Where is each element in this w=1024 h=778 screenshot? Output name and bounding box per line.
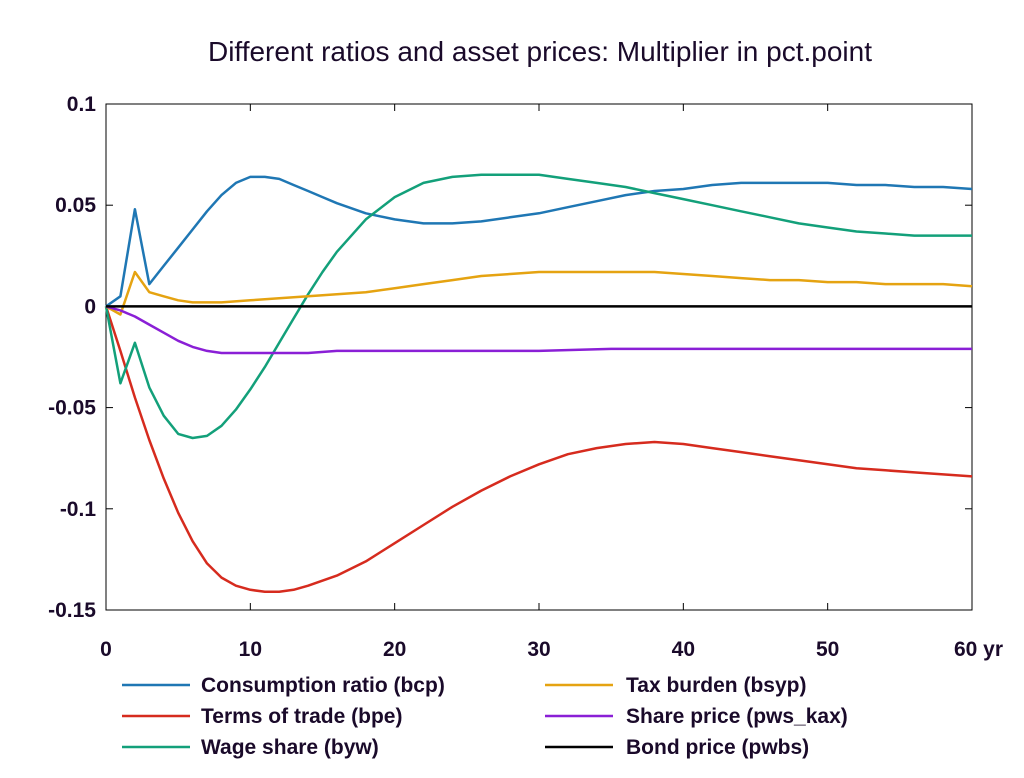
- series-line-2: [104, 173, 972, 440]
- y-tick-label: 0: [84, 295, 96, 318]
- series-line-0: [105, 175, 973, 308]
- y-tick-label: -0.15: [48, 599, 96, 622]
- legend-label: Wage share (byw): [201, 736, 379, 759]
- x-tick-label: 40: [672, 638, 695, 661]
- series-line-3: [105, 270, 973, 316]
- series-line-1: [104, 306, 973, 594]
- x-tick-label: 0: [100, 638, 112, 661]
- legend-label: Tax burden (bsyp): [626, 674, 806, 697]
- legend: Consumption ratio (bcp) Terms of trade (b…: [122, 674, 848, 759]
- y-tick-label: 0.1: [67, 93, 97, 116]
- plot-frame: [105, 103, 973, 611]
- legend-label: Consumption ratio (bcp): [201, 674, 445, 697]
- x-tick-label: 10: [239, 638, 262, 661]
- legend-item-5: Bond price (pwbs): [545, 736, 809, 759]
- x-tick-label: 60 yr: [954, 638, 1003, 661]
- legend-label: Share price (pws_kax): [626, 705, 848, 728]
- legend-label: Terms of trade (bpe): [201, 705, 402, 728]
- x-tick-label: 50: [816, 638, 839, 661]
- legend-item-2: Wage share (byw): [122, 736, 379, 759]
- series-line-4: [105, 305, 972, 355]
- y-tick-label: -0.1: [60, 498, 97, 521]
- x-tick-label: 20: [383, 638, 406, 661]
- series-lines: [104, 173, 973, 594]
- y-tick-label: -0.05: [48, 397, 96, 420]
- legend-item-1: Terms of trade (bpe): [122, 705, 402, 728]
- axes: 0.10.050-0.05-0.1-0.150 10 20 30 40 50 60 yr: [48, 93, 1003, 661]
- x-tick-label: 30: [527, 638, 550, 661]
- chart-title: Different ratios and asset prices: Multi…: [208, 36, 872, 67]
- legend-item-3: Tax burden (bsyp): [545, 674, 806, 697]
- legend-item-4: Share price (pws_kax): [545, 705, 848, 728]
- legend-item-0: Consumption ratio (bcp): [122, 674, 445, 697]
- y-tick-label: 0.05: [55, 194, 96, 217]
- legend-label: Bond price (pwbs): [626, 736, 809, 759]
